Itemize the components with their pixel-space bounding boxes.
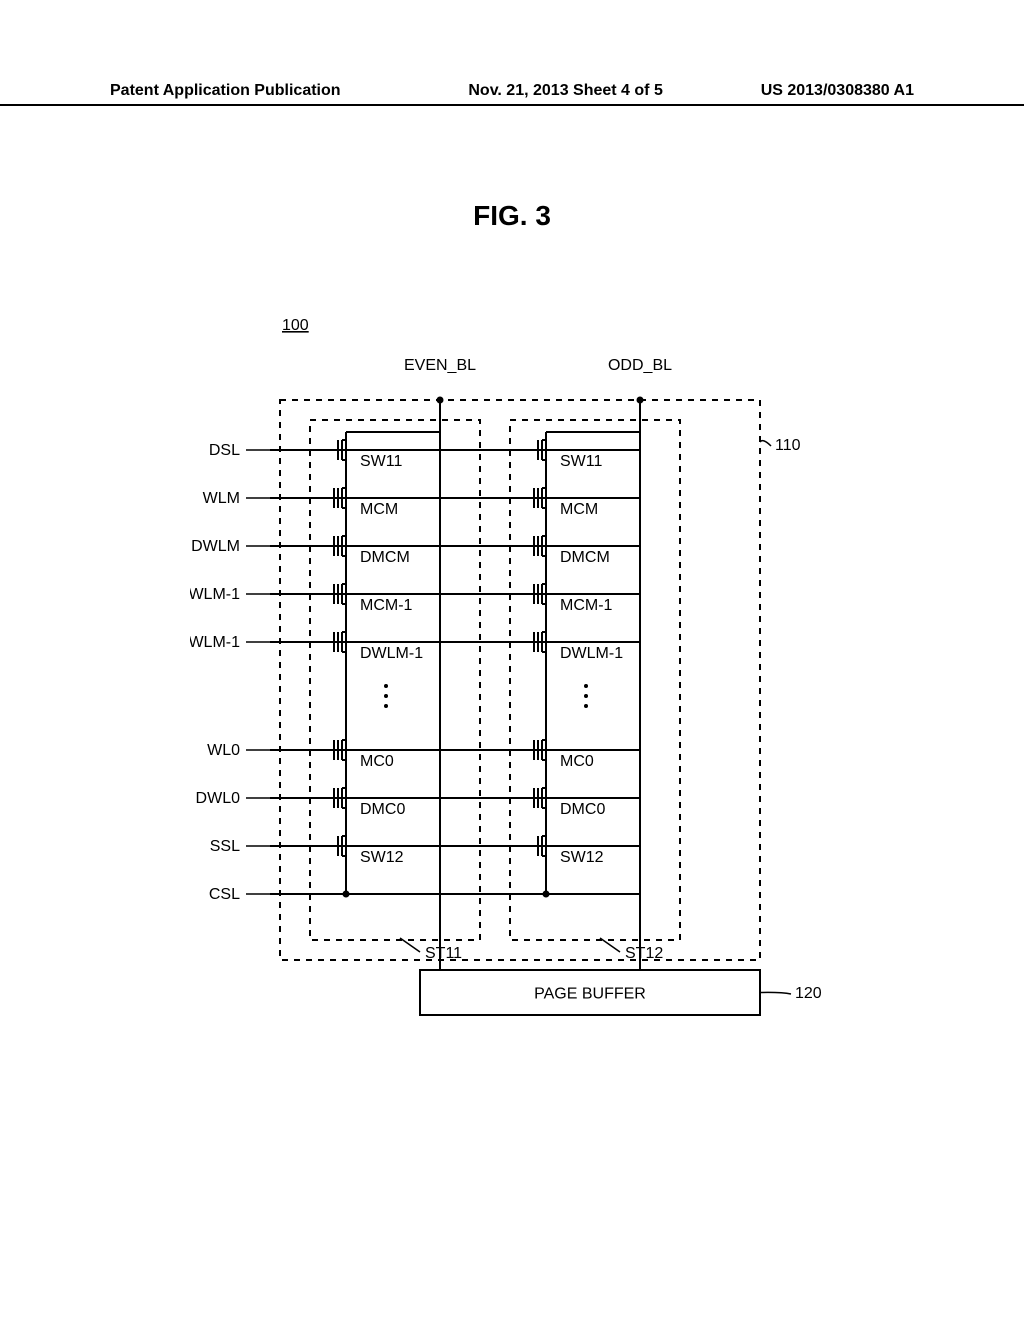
svg-text:DMCM: DMCM — [360, 549, 410, 566]
header-center: Nov. 21, 2013 Sheet 4 of 5 — [341, 82, 761, 100]
svg-text:WL0: WL0 — [207, 742, 240, 759]
svg-text:DSL: DSL — [209, 442, 240, 459]
svg-text:DWLM-1: DWLM-1 — [360, 645, 423, 662]
svg-text:MC0: MC0 — [360, 753, 394, 770]
svg-text:DWL0: DWL0 — [196, 790, 241, 807]
svg-text:DMC0: DMC0 — [360, 801, 405, 818]
svg-text:WLM: WLM — [203, 490, 240, 507]
figure-title: FIG. 3 — [0, 200, 1024, 232]
svg-text:WLM-1: WLM-1 — [190, 586, 240, 603]
svg-text:120: 120 — [795, 985, 822, 1002]
svg-text:100: 100 — [282, 317, 309, 334]
svg-text:MCM: MCM — [360, 501, 398, 518]
patent-header: Patent Application Publication Nov. 21, … — [0, 82, 1024, 106]
svg-text:ST12: ST12 — [625, 945, 663, 962]
page: Patent Application Publication Nov. 21, … — [0, 0, 1024, 1320]
svg-text:MC0: MC0 — [560, 753, 594, 770]
header-left: Patent Application Publication — [0, 82, 341, 100]
svg-text:DWLM: DWLM — [191, 538, 240, 555]
svg-text:DMC0: DMC0 — [560, 801, 605, 818]
svg-text:SW11: SW11 — [560, 453, 602, 470]
svg-text:EVEN_BL: EVEN_BL — [404, 357, 476, 374]
circuit-diagram: 100 EVEN_BL ODD_BL 110 DSL SW11 SW11 WLM MCM MCM D… — [190, 300, 830, 1020]
svg-text:SW11: SW11 — [360, 453, 402, 470]
svg-text:ST11: ST11 — [425, 945, 462, 962]
svg-text:110: 110 — [775, 437, 801, 454]
header-right: US 2013/0308380 A1 — [761, 82, 1024, 100]
svg-text:MCM-1: MCM-1 — [360, 597, 413, 614]
svg-text:CSL: CSL — [209, 886, 240, 903]
svg-text:DWLM-1: DWLM-1 — [190, 634, 240, 651]
svg-text:SW12: SW12 — [360, 849, 404, 866]
svg-text:MCM: MCM — [560, 501, 598, 518]
svg-text:SSL: SSL — [210, 838, 240, 855]
svg-text:DWLM-1: DWLM-1 — [560, 645, 623, 662]
svg-text:PAGE BUFFER: PAGE BUFFER — [534, 986, 646, 1003]
svg-text:ODD_BL: ODD_BL — [608, 357, 672, 374]
svg-text:MCM-1: MCM-1 — [560, 597, 613, 614]
svg-text:DMCM: DMCM — [560, 549, 610, 566]
svg-text:SW12: SW12 — [560, 849, 604, 866]
